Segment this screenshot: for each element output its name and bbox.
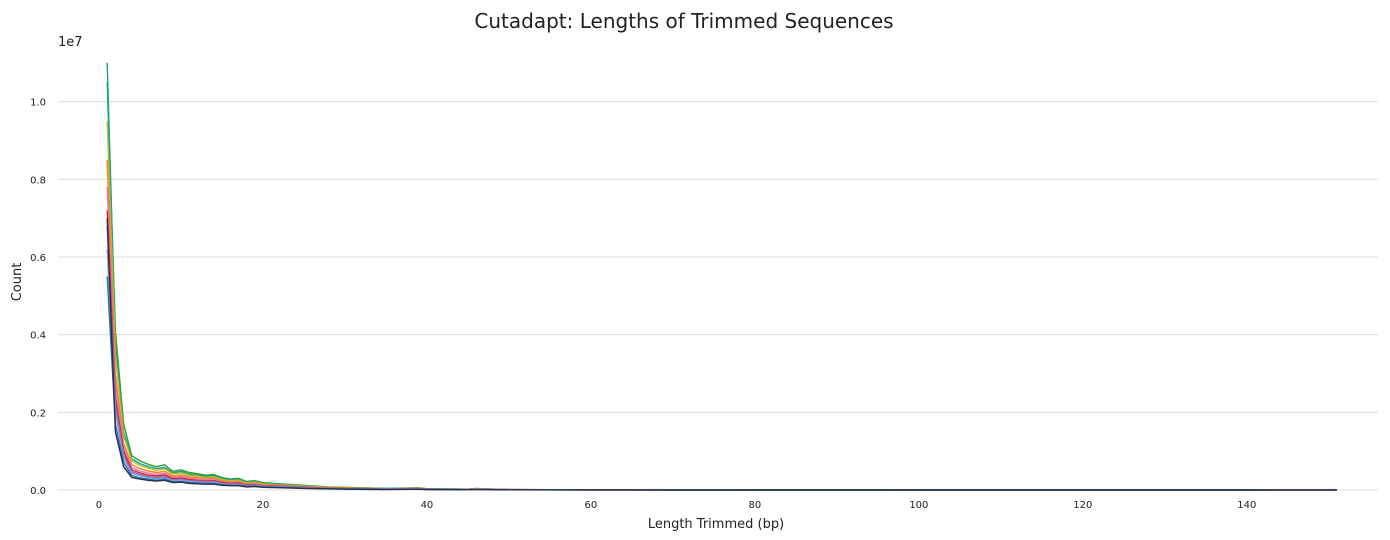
series-line-0: [106, 82, 1338, 491]
series-line-6: [106, 225, 1338, 491]
x-tick-labels: 0 20 40 60 80 100 120 140: [96, 500, 1257, 511]
chart-title: Cutadapt: Lengths of Trimmed Sequences: [474, 9, 893, 33]
x-tick-label-5: 100: [909, 500, 928, 511]
series-line-2: [106, 120, 1338, 491]
y-tick-label-3: 0.6: [30, 253, 46, 264]
series-line-9: [106, 218, 1338, 491]
x-tick-label-6: 120: [1073, 500, 1092, 511]
x-tick-label-0: 0: [96, 500, 102, 511]
y-tick-label-2: 0.4: [30, 331, 46, 342]
x-tick-label-1: 20: [257, 500, 270, 511]
y-tick-label-5: 1.0: [30, 98, 46, 109]
series-line-4: [106, 187, 1338, 491]
x-tick-label-3: 60: [585, 500, 598, 511]
y-tick-label-0: 0.0: [30, 486, 46, 497]
y-axis-label: Count: [10, 263, 25, 302]
series-line-8: [106, 276, 1338, 491]
series-line-1: [106, 62, 1338, 491]
y-tick-label-1: 0.2: [30, 408, 46, 419]
x-tick-label-4: 80: [749, 500, 762, 511]
x-tick-label-7: 140: [1237, 500, 1256, 511]
series-line-5: [106, 210, 1338, 491]
series-line-7: [106, 249, 1338, 491]
x-axis-label: Length Trimmed (bp): [648, 517, 784, 532]
x-tick-label-2: 40: [421, 500, 434, 511]
gridlines: [58, 101, 1378, 491]
y-tick-label-4: 0.8: [30, 175, 46, 186]
series-line-3: [106, 159, 1338, 491]
y-tick-labels: 0.0 0.2 0.4 0.6 0.8 1.0: [30, 98, 46, 497]
y-offset-label: 1e7: [58, 35, 83, 50]
series-lines: [106, 62, 1338, 491]
